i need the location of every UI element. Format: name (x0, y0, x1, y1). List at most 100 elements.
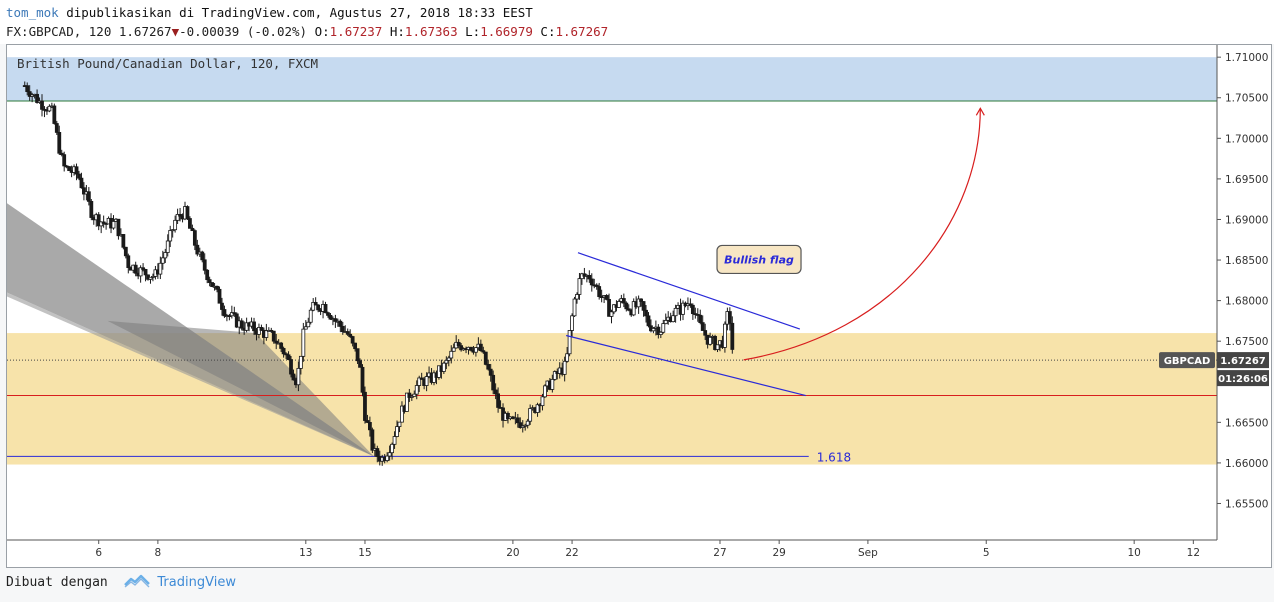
candle-body (62, 154, 67, 167)
candle-body (328, 314, 333, 320)
candle-body (311, 301, 316, 311)
x-tick-label: 27 (713, 547, 726, 559)
candle-body (446, 357, 451, 361)
candle-body (617, 301, 621, 308)
levels-layer: 1.618 (7, 359, 1217, 464)
candle-body (111, 221, 116, 229)
candle-body (316, 304, 321, 311)
made-with-label: Dibuat dengan (6, 575, 108, 590)
x-tick-label: 22 (565, 547, 578, 559)
candle-body (690, 304, 695, 315)
candle-body (520, 425, 525, 428)
candle-body (195, 244, 200, 255)
bullish-flag-label: Bullish flag (724, 253, 794, 266)
candle-body (698, 314, 703, 323)
bullish-flag-box[interactable] (716, 244, 802, 275)
candle-body (79, 177, 84, 189)
candle-body (478, 343, 483, 352)
candle-body (700, 322, 705, 331)
down-arrow-icon: ▼ (171, 24, 180, 39)
candle-body (133, 264, 138, 274)
candle-body (681, 302, 685, 315)
candle-body (552, 371, 557, 380)
candle-body (493, 389, 498, 395)
candle-body (40, 100, 44, 110)
candle-body (271, 330, 276, 342)
candle-body (200, 251, 205, 261)
x-tick-label: 8 (155, 547, 162, 559)
candle-body (594, 284, 599, 287)
candle-body (99, 221, 104, 227)
candle-body (567, 330, 572, 355)
candle-body (192, 230, 197, 246)
symbol-badge-label: GBPCAD (1164, 356, 1211, 367)
symbol-line: FX:GBPCAD, 120 1.67267▼-0.00039 (-0.02%)… (6, 24, 608, 40)
candle-body (326, 312, 330, 316)
candle-body (308, 309, 313, 323)
candle-body (284, 353, 288, 356)
candle-body (185, 206, 190, 219)
candle-body (631, 301, 636, 316)
candle-body (483, 351, 488, 365)
candle-body (626, 308, 631, 311)
candle-body (400, 405, 404, 423)
candle-body (715, 344, 720, 350)
candle-body (323, 304, 328, 314)
candle-body (202, 259, 207, 271)
candle-body (338, 320, 343, 327)
candle-body (488, 368, 493, 376)
x-tick-label: 5 (983, 547, 990, 559)
y-tick-label: 1.70500 (1225, 93, 1268, 105)
candle-body (207, 279, 212, 283)
chart-canvas[interactable]: 1.618 Bullish flag 1.71000 1.70500 1.70000… (7, 45, 1271, 567)
chart-header: tom_mok dipublikasikan di TradingView.co… (0, 0, 1274, 44)
tradingview-brand-link[interactable]: TradingView (157, 575, 236, 590)
candle-body (126, 255, 131, 268)
candle-body (298, 355, 303, 369)
candle-body (350, 336, 355, 344)
publish-info: dipublikasikan di TradingView.com, Agust… (66, 5, 533, 20)
ohlc-o-label: O: (314, 24, 330, 39)
ohlc-open: 1.67237 (329, 24, 383, 39)
gann-fan-layer (7, 203, 374, 457)
candle-body (491, 374, 496, 391)
fib-1618-label: 1.618 (817, 450, 851, 464)
chart-area[interactable]: 1.618 Bullish flag 1.71000 1.70500 1.70000… (6, 44, 1272, 568)
candle-body (639, 298, 643, 302)
candle-body (409, 395, 414, 398)
candle-body (486, 364, 491, 370)
x-tick-label: 20 (506, 547, 519, 559)
candle-body (345, 331, 350, 335)
candle-body (587, 275, 592, 280)
candle-body (565, 353, 570, 362)
candle-body (35, 93, 39, 103)
candle-body (570, 315, 574, 331)
y-tick-label: 1.67500 (1225, 336, 1268, 348)
candle-body (651, 328, 656, 332)
candle-body (671, 315, 676, 323)
candle-body (257, 327, 261, 335)
candle-body (239, 320, 244, 329)
candle-body (116, 218, 121, 237)
candle-body (173, 219, 178, 231)
candle-body (528, 408, 533, 422)
candle-body (607, 299, 611, 317)
candle-body (444, 359, 449, 364)
candle-body (661, 323, 666, 333)
candle-body (360, 366, 365, 393)
axes-layer: 1.71000 1.70500 1.70000 1.69500 1.69000 1.685… (7, 45, 1269, 559)
candle-body (301, 328, 306, 357)
candle-body (370, 429, 375, 451)
candle-body (259, 327, 264, 331)
footer: Dibuat dengan TradingView (6, 574, 236, 590)
candle-body (289, 359, 293, 375)
drawings-layer: Bullish flag (565, 107, 985, 397)
candle-body (205, 269, 210, 281)
candle-body (392, 436, 397, 445)
candle-body (158, 262, 163, 275)
countdown-badge (1217, 370, 1269, 387)
candle-body (395, 426, 399, 437)
candle-body (412, 393, 417, 397)
candle-body (355, 348, 360, 362)
author-link[interactable]: tom_mok (6, 5, 59, 20)
